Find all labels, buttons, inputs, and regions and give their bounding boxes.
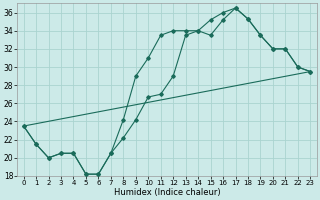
X-axis label: Humidex (Indice chaleur): Humidex (Indice chaleur) bbox=[114, 188, 220, 197]
